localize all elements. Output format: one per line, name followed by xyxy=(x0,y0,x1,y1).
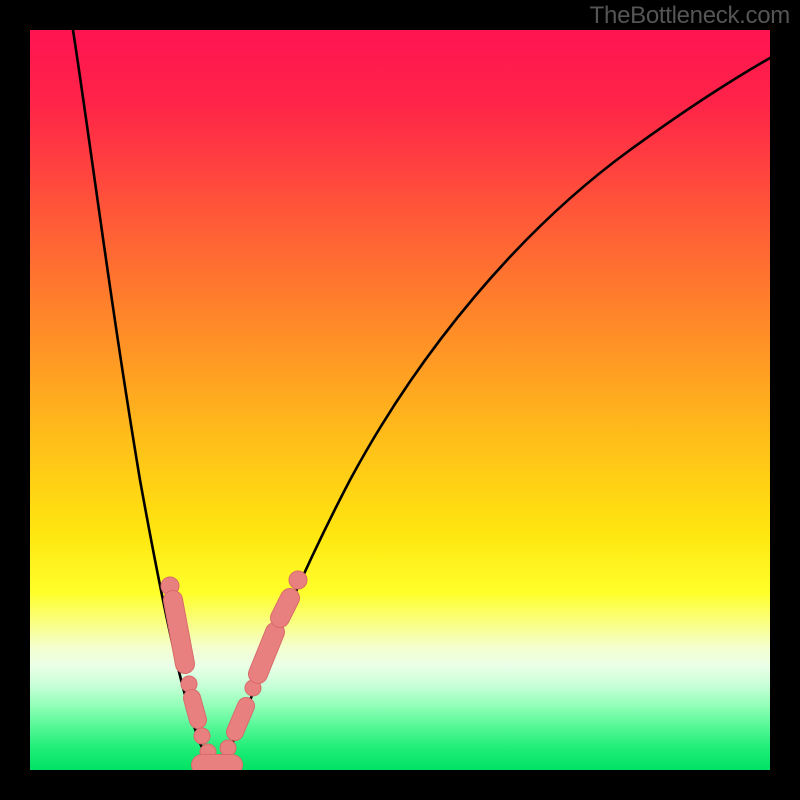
marker-right-4 xyxy=(280,598,290,618)
plot-background xyxy=(30,30,770,770)
chart-container: TheBottleneck.com xyxy=(0,0,800,800)
marker-right-5 xyxy=(289,571,307,589)
marker-right-1 xyxy=(235,706,246,732)
watermark-text: TheBottleneck.com xyxy=(590,2,790,30)
marker-left-3 xyxy=(192,698,198,720)
marker-right-0 xyxy=(220,740,236,756)
chart-svg xyxy=(0,0,800,800)
marker-left-4 xyxy=(194,728,210,744)
marker-left-1 xyxy=(173,600,185,664)
